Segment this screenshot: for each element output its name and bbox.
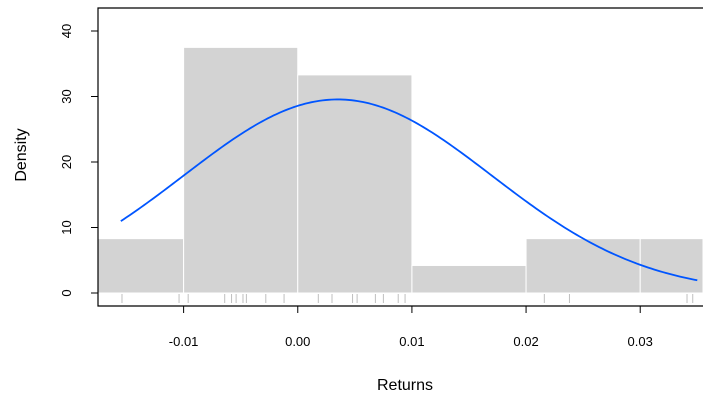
density-curve [120,98,698,282]
x-tick-label: -0.01 [169,334,199,349]
x-tick-label: 0.02 [513,334,538,349]
density-curve-layer [97,7,703,307]
histogram-bar-2 [183,46,299,294]
rug-marks [121,294,694,303]
y-axis-label: Density [13,128,30,181]
x-tick-label: 0.03 [628,334,653,349]
y-axis: 0 10 20 30 40 [59,24,98,297]
histogram-bar-6 [639,238,703,294]
x-tick-label: 0.00 [285,334,310,349]
y-tick-label: 30 [59,89,74,103]
histogram-bar-3 [297,74,413,294]
x-axis: -0.01 0.00 0.01 0.02 0.03 [169,306,653,349]
x-axis-label: Returns [377,377,433,394]
histogram-bars [97,46,703,294]
histogram-bar-1 [97,238,185,294]
plot-border [97,7,703,307]
y-tick-label: 20 [59,155,74,169]
y-tick-label: 40 [59,24,74,38]
y-tick-label: 10 [59,220,74,234]
x-tick-label: 0.01 [399,334,424,349]
y-tick-label: 0 [59,289,74,296]
histogram-bar-5 [525,238,641,294]
histogram-bar-4 [411,264,527,294]
